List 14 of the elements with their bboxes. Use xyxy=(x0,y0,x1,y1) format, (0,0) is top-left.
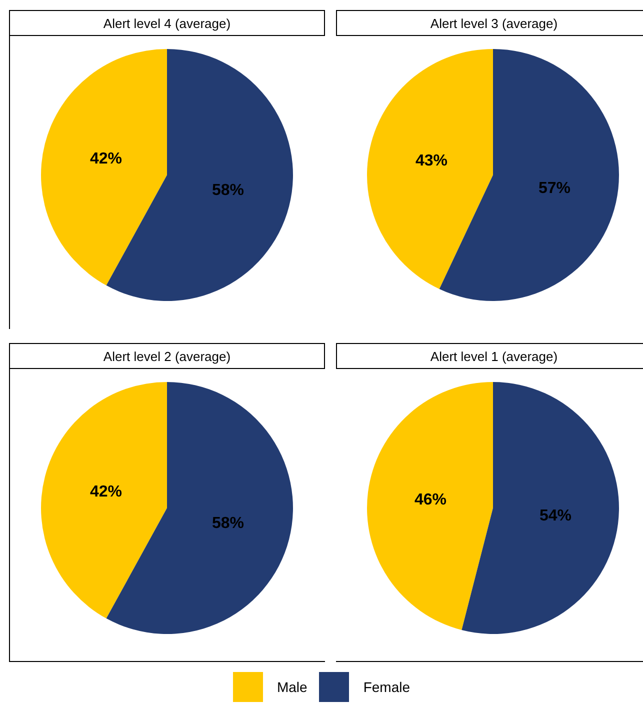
data-label: 46% xyxy=(414,492,447,509)
data-label: 57% xyxy=(538,180,570,198)
legend-label: Male xyxy=(276,679,308,695)
data-label: 43% xyxy=(416,152,448,170)
data-label: 42% xyxy=(90,150,122,168)
data-label: 58% xyxy=(212,182,244,200)
chart-title: Alert level 4 (average) xyxy=(9,10,325,36)
legend-label: Female xyxy=(363,679,410,695)
chart-title: Alert level 3 (average) xyxy=(336,10,643,36)
data-label: 54% xyxy=(539,507,572,524)
chart-title: Alert level 1 (average) xyxy=(336,343,643,369)
data-label: 58% xyxy=(212,515,244,532)
chart-title: Alert level 2 (average) xyxy=(9,343,325,369)
data-label: 42% xyxy=(90,484,122,501)
